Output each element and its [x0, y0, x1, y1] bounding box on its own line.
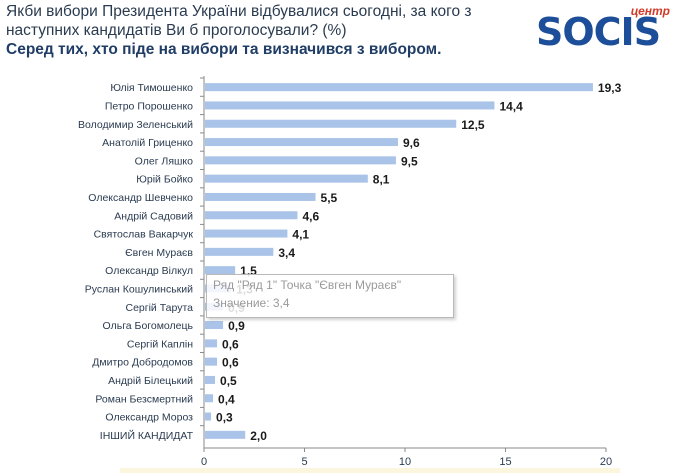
bar [205, 339, 218, 348]
tooltip-value: Значение: 3,4 [213, 296, 290, 310]
logo-word: SOCIS [536, 10, 661, 54]
category-label: Дмитро Добродомов [92, 357, 193, 369]
value-label: 0,9 [228, 319, 245, 333]
category-label: Роман Безсмертний [95, 393, 193, 405]
category-label: Олександр Мороз [105, 412, 193, 424]
category-label: Сергій Каплін [127, 338, 193, 350]
bar [205, 266, 236, 275]
value-label: 19,3 [598, 81, 622, 95]
bar [205, 101, 495, 110]
value-label: 0,4 [218, 392, 235, 406]
category-label: Олександр Шевченко [88, 192, 193, 204]
value-label: 0,6 [222, 356, 239, 370]
value-label: 9,6 [403, 136, 420, 150]
x-tick-label: 5 [301, 456, 307, 468]
bottom-strip [120, 468, 620, 473]
x-tick-label: 10 [399, 456, 411, 468]
bar [205, 430, 246, 439]
value-label: 4,1 [292, 228, 309, 242]
question-text: Якби вибори Президента України відбували… [6, 3, 472, 39]
value-label: 0,5 [220, 374, 237, 388]
bar [205, 321, 224, 330]
category-label: Юлія Тимошенко [110, 82, 193, 94]
category-label: Євген Мураєв [125, 247, 193, 259]
value-label: 0,6 [222, 337, 239, 351]
chart-title: Якби вибори Президента України відбували… [6, 2, 526, 59]
category-label: Андрій Білецький [108, 375, 193, 387]
bar [205, 211, 298, 220]
chart-tooltip: Ряд "Ряд 1" Точка "Євген Мураєв" Значени… [206, 274, 454, 318]
value-label: 5,5 [321, 191, 338, 205]
value-label: 0,3 [216, 411, 233, 425]
subtitle-text: Серед тих, хто піде на вибори та визначи… [6, 41, 442, 58]
logo-small-text: центр [630, 4, 670, 18]
bar [205, 174, 368, 183]
bar [205, 412, 212, 421]
value-label: 4,6 [302, 209, 319, 223]
value-label: 3,4 [278, 246, 295, 260]
bar [205, 247, 274, 256]
x-tick-label: 20 [600, 456, 612, 468]
socis-logo: центр SOCIS [536, 4, 676, 54]
bar [205, 119, 457, 128]
category-label: Анатолій Гриценко [102, 137, 193, 149]
bar [205, 357, 218, 366]
category-label: Святослав Вакарчук [94, 229, 194, 241]
category-label: ІНШИЙ КАНДИДАТ [100, 429, 194, 442]
category-label: Ольга Богомолець [103, 320, 194, 332]
category-label: Андрій Садовий [114, 210, 193, 222]
category-label: Олександр Вілкул [105, 265, 193, 277]
value-label: 14,4 [499, 99, 523, 113]
category-label: Олег Ляшко [135, 155, 193, 167]
bar [205, 156, 396, 165]
value-label: 8,1 [373, 173, 390, 187]
category-label: Сергій Тарута [126, 302, 194, 314]
value-label: 2,0 [250, 429, 267, 443]
x-tick-label: 15 [499, 456, 511, 468]
value-label: 12,5 [461, 118, 485, 132]
bar [205, 83, 593, 92]
tooltip-series-point: Ряд "Ряд 1" Точка "Євген Мураєв" [213, 278, 402, 292]
category-label: Володимир Зеленський [78, 119, 193, 131]
category-label: Петро Порошенко [105, 100, 193, 112]
x-tick-label: 0 [201, 456, 207, 468]
bar [205, 394, 214, 403]
bar [205, 229, 288, 238]
bar [205, 375, 216, 384]
value-label: 9,5 [401, 154, 418, 168]
bar [205, 138, 398, 147]
category-label: Юрій Бойко [136, 174, 193, 186]
bar [205, 192, 316, 201]
category-label: Руслан Кошулинський [85, 283, 193, 295]
